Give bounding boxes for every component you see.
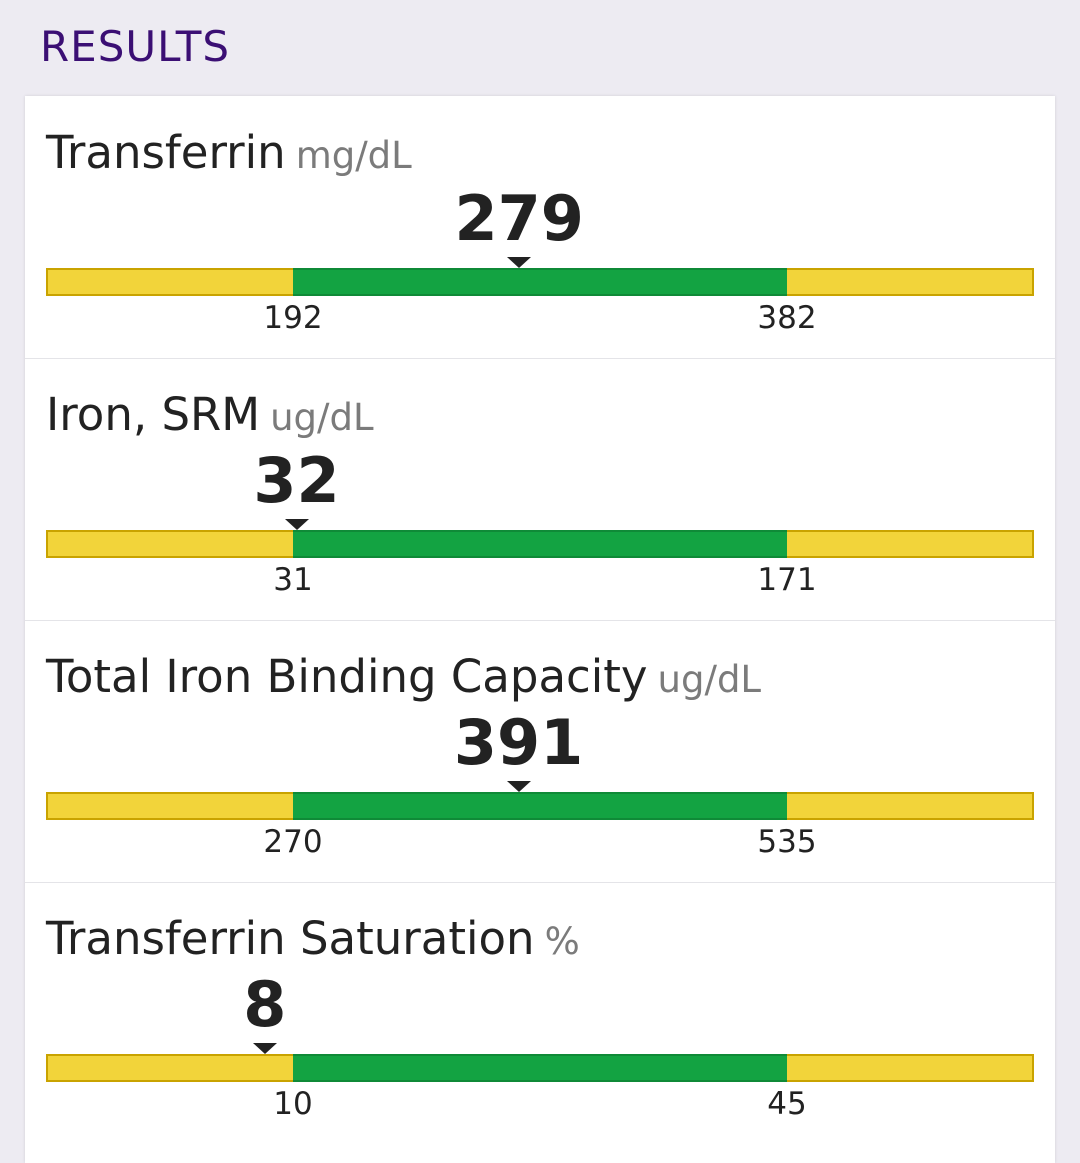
result-transferrin-saturation[interactable]: Transferrin Saturation% 8 10 45 bbox=[25, 882, 1055, 1144]
range-bar-low-segment bbox=[46, 792, 293, 820]
range-bar-normal-segment bbox=[293, 530, 787, 558]
range-low-label: 31 bbox=[273, 562, 313, 598]
result-name: Total Iron Binding Capacity bbox=[46, 650, 648, 703]
results-card: Transferrin mg/dL 279 192 382 Iron, SRM ug… bbox=[25, 96, 1055, 1163]
range-bar-normal-segment bbox=[293, 1054, 787, 1082]
result-iron-srm[interactable]: Iron, SRM ug/dL 32 31 171 bbox=[25, 358, 1055, 621]
range-high-label: 382 bbox=[757, 300, 817, 336]
value-marker-icon bbox=[506, 781, 531, 792]
result-unit: mg/dL bbox=[295, 134, 412, 177]
result-value: 32 bbox=[253, 444, 340, 517]
range-bar-high-segment bbox=[787, 268, 1034, 296]
value-marker-icon bbox=[284, 519, 309, 530]
range-high-label: 45 bbox=[767, 1086, 807, 1122]
results-header: RESULTS bbox=[40, 22, 231, 71]
value-marker-icon bbox=[507, 257, 532, 268]
range-bar-low-segment bbox=[46, 530, 293, 558]
result-transferrin[interactable]: Transferrin mg/dL 279 192 382 bbox=[25, 96, 1055, 359]
result-title-row: Iron, SRM ug/dL bbox=[46, 388, 374, 441]
range-bar-low-segment bbox=[46, 1054, 293, 1082]
result-unit: % bbox=[544, 920, 580, 963]
result-name: Transferrin bbox=[46, 126, 286, 179]
range-low-label: 270 bbox=[263, 824, 323, 860]
range-bar-high-segment bbox=[787, 792, 1034, 820]
range-bar bbox=[46, 268, 1034, 296]
value-marker-icon bbox=[252, 1043, 277, 1054]
range-bar bbox=[46, 1054, 1034, 1082]
result-name: Transferrin Saturation bbox=[46, 912, 535, 965]
range-high-label: 171 bbox=[757, 562, 817, 598]
range-bar bbox=[46, 530, 1034, 558]
range-bar-low-segment bbox=[46, 268, 293, 296]
result-value: 391 bbox=[453, 706, 584, 779]
result-total-iron-binding-capacity[interactable]: Total Iron Binding Capacity ug/dL 391 270… bbox=[25, 620, 1055, 883]
range-bar-high-segment bbox=[787, 1054, 1034, 1082]
result-unit: ug/dL bbox=[657, 658, 762, 701]
range-bar-normal-segment bbox=[293, 792, 787, 820]
result-unit: ug/dL bbox=[270, 396, 374, 439]
range-bar bbox=[46, 792, 1034, 820]
range-low-label: 10 bbox=[273, 1086, 313, 1122]
result-title-row: Total Iron Binding Capacity ug/dL bbox=[46, 650, 761, 703]
result-title-row: Transferrin Saturation% bbox=[46, 912, 580, 965]
result-value: 8 bbox=[243, 968, 287, 1041]
result-value: 279 bbox=[454, 182, 584, 255]
range-bar-normal-segment bbox=[293, 268, 787, 296]
result-name: Iron, SRM bbox=[46, 388, 261, 441]
range-bar-high-segment bbox=[787, 530, 1034, 558]
range-high-label: 535 bbox=[757, 824, 817, 860]
range-low-label: 192 bbox=[263, 300, 323, 336]
result-title-row: Transferrin mg/dL bbox=[46, 126, 412, 179]
